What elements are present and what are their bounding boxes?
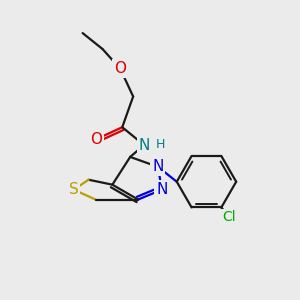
Text: H: H (156, 138, 165, 151)
Text: N: N (138, 137, 150, 152)
Text: O: O (114, 61, 126, 76)
Text: Cl: Cl (222, 210, 236, 224)
Text: O: O (91, 132, 103, 147)
Text: N: N (152, 159, 164, 174)
Text: N: N (156, 182, 168, 197)
Text: S: S (69, 182, 79, 197)
